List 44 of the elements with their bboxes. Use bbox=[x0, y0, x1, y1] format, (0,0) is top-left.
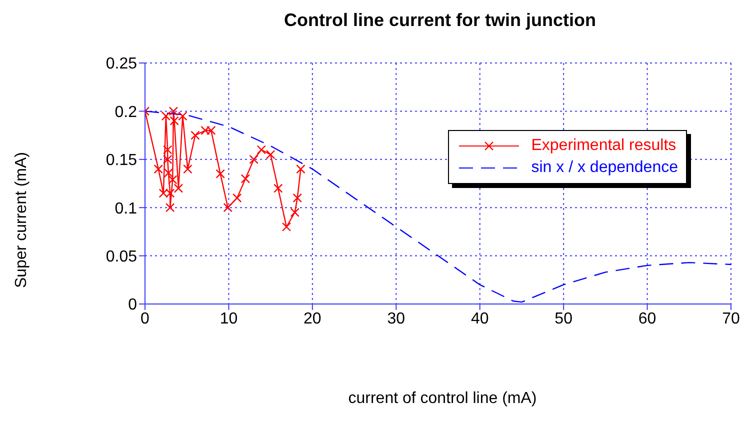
chart-title: Control line current for twin junction bbox=[283, 10, 597, 31]
y-tick-label: 0.15 bbox=[106, 152, 138, 170]
point bbox=[183, 164, 192, 174]
point bbox=[274, 184, 283, 193]
x-tick-label: 30 bbox=[387, 310, 406, 328]
point bbox=[223, 203, 232, 212]
y-tick-label: 0.05 bbox=[106, 248, 138, 266]
x-tick-label: 40 bbox=[470, 310, 489, 328]
legend-label: sin x / x dependence bbox=[531, 159, 678, 177]
point bbox=[168, 106, 178, 116]
point bbox=[163, 154, 172, 164]
y-axis-title: Super current (mA) bbox=[13, 152, 31, 288]
legend-label: Experimental results bbox=[531, 137, 676, 155]
point bbox=[290, 208, 300, 218]
point bbox=[174, 184, 184, 193]
point bbox=[190, 130, 200, 140]
x-tick-label: 60 bbox=[638, 310, 656, 328]
point bbox=[296, 164, 306, 174]
point bbox=[282, 222, 292, 232]
point bbox=[216, 169, 225, 178]
x-tick-label: 0 bbox=[140, 310, 150, 328]
y-tick-label: 0.1 bbox=[114, 200, 138, 218]
point bbox=[168, 175, 178, 184]
point bbox=[170, 116, 179, 126]
point bbox=[164, 168, 174, 178]
point bbox=[240, 174, 250, 184]
point bbox=[163, 145, 172, 154]
point bbox=[154, 164, 163, 174]
point bbox=[232, 193, 242, 203]
point bbox=[292, 193, 302, 203]
point bbox=[249, 154, 258, 164]
y-tick-label: 0.25 bbox=[106, 56, 138, 73]
x-axis-title: current of control line (mA) bbox=[347, 390, 538, 408]
x-tick-label: 70 bbox=[722, 310, 740, 328]
point bbox=[161, 111, 171, 121]
point bbox=[166, 203, 175, 212]
point bbox=[256, 145, 266, 154]
point bbox=[178, 111, 188, 121]
x-tick-label: 20 bbox=[304, 310, 322, 328]
y-tick-label: 0.2 bbox=[114, 104, 138, 121]
x-tick-label: 10 bbox=[220, 310, 238, 328]
x-tick-label: 50 bbox=[554, 310, 573, 328]
y-tick-label: 0 bbox=[128, 296, 138, 314]
point bbox=[266, 150, 276, 160]
